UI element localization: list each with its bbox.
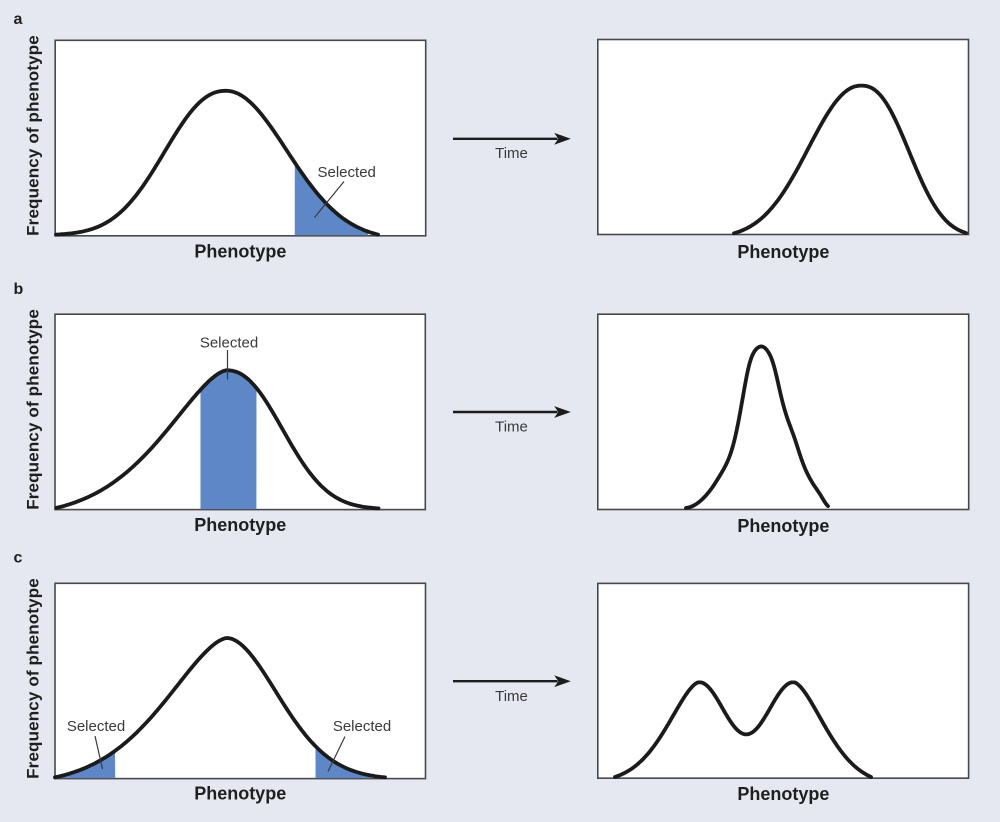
svg-text:Selected: Selected bbox=[200, 334, 258, 351]
svg-text:Phenotype: Phenotype bbox=[737, 516, 829, 536]
svg-text:Frequency of phenotype: Frequency of phenotype bbox=[24, 309, 43, 510]
svg-text:Time: Time bbox=[495, 145, 528, 162]
svg-text:Phenotype: Phenotype bbox=[737, 784, 829, 804]
svg-text:Frequency of phenotype: Frequency of phenotype bbox=[24, 578, 43, 779]
svg-text:Selected: Selected bbox=[318, 164, 376, 181]
svg-text:Time: Time bbox=[495, 688, 528, 705]
svg-text:Selected: Selected bbox=[333, 718, 391, 735]
svg-text:Phenotype: Phenotype bbox=[194, 242, 286, 262]
svg-text:a: a bbox=[14, 11, 23, 28]
svg-text:Frequency of phenotype: Frequency of phenotype bbox=[24, 35, 43, 236]
svg-text:Phenotype: Phenotype bbox=[194, 515, 286, 535]
svg-text:Phenotype: Phenotype bbox=[194, 784, 286, 804]
svg-text:b: b bbox=[14, 281, 24, 298]
svg-text:Time: Time bbox=[495, 419, 528, 436]
svg-text:Phenotype: Phenotype bbox=[737, 242, 829, 262]
svg-text:c: c bbox=[14, 549, 23, 566]
svg-text:Selected: Selected bbox=[67, 718, 125, 735]
